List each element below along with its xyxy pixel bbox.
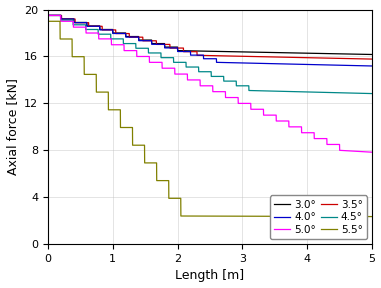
3.0° bbox=[370, 53, 374, 56]
3.0° bbox=[170, 46, 174, 49]
5.5° bbox=[312, 215, 317, 218]
5.0° bbox=[312, 137, 317, 140]
3.0° bbox=[46, 14, 50, 17]
5.5° bbox=[104, 90, 109, 94]
3.5° bbox=[104, 28, 109, 32]
5.0° bbox=[104, 37, 109, 41]
4.5° bbox=[240, 84, 245, 88]
Line: 3.5°: 3.5° bbox=[48, 16, 372, 59]
4.5° bbox=[370, 92, 374, 95]
4.5° bbox=[312, 90, 317, 94]
3.0° bbox=[104, 28, 109, 31]
Line: 4.0°: 4.0° bbox=[48, 16, 372, 66]
Y-axis label: Axial force [kN]: Axial force [kN] bbox=[6, 78, 19, 175]
4.0° bbox=[312, 63, 317, 66]
Line: 3.0°: 3.0° bbox=[48, 16, 372, 54]
4.5° bbox=[104, 33, 109, 36]
3.0° bbox=[240, 50, 245, 54]
X-axis label: Length [m]: Length [m] bbox=[175, 270, 245, 283]
5.0° bbox=[240, 102, 245, 105]
5.0° bbox=[370, 150, 374, 154]
4.5° bbox=[256, 89, 261, 92]
Line: 5.0°: 5.0° bbox=[48, 16, 372, 152]
4.5° bbox=[170, 56, 174, 59]
4.0° bbox=[46, 14, 50, 17]
4.0° bbox=[240, 61, 245, 65]
3.0° bbox=[256, 50, 261, 54]
5.0° bbox=[256, 107, 261, 111]
5.5° bbox=[287, 215, 292, 218]
4.0° bbox=[287, 62, 292, 66]
3.5° bbox=[287, 56, 292, 59]
5.5° bbox=[46, 20, 50, 23]
5.0° bbox=[170, 67, 174, 70]
4.5° bbox=[46, 14, 50, 17]
3.5° bbox=[370, 57, 374, 61]
3.5° bbox=[240, 54, 245, 58]
4.0° bbox=[370, 64, 374, 68]
4.5° bbox=[287, 90, 292, 93]
5.0° bbox=[287, 125, 292, 128]
3.0° bbox=[287, 51, 292, 54]
5.0° bbox=[46, 14, 50, 17]
4.0° bbox=[256, 62, 261, 65]
5.5° bbox=[170, 197, 174, 200]
4.0° bbox=[104, 28, 109, 32]
Legend: 3.0°, 4.0°, 5.0°, 3.5°, 4.5°, 5.5°: 3.0°, 4.0°, 5.0°, 3.5°, 4.5°, 5.5° bbox=[270, 196, 367, 239]
4.0° bbox=[170, 46, 174, 50]
5.5° bbox=[240, 215, 245, 218]
5.5° bbox=[256, 215, 261, 218]
Line: 5.5°: 5.5° bbox=[48, 21, 372, 217]
3.5° bbox=[170, 46, 174, 50]
3.5° bbox=[46, 14, 50, 17]
3.5° bbox=[312, 56, 317, 60]
Line: 4.5°: 4.5° bbox=[48, 16, 372, 94]
3.5° bbox=[256, 55, 261, 58]
3.0° bbox=[312, 52, 317, 55]
5.5° bbox=[370, 215, 374, 218]
